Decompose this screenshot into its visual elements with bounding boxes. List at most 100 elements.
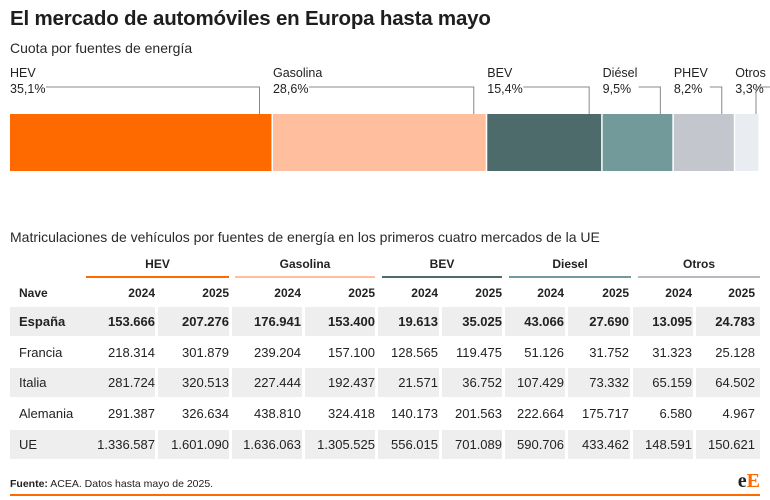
- column-separator: [155, 307, 158, 336]
- header-cell: 2025: [602, 286, 629, 300]
- table-cell: 36.752: [462, 375, 502, 390]
- table-cell: 281.724: [108, 375, 155, 390]
- source-label: Fuente:: [10, 478, 48, 490]
- column-group-header: BEV: [382, 256, 502, 278]
- leader-line: [308, 86, 475, 114]
- column-group-header: Otros: [638, 256, 760, 278]
- table-cell: 140.173: [391, 406, 438, 421]
- leader-line: [46, 86, 260, 114]
- table-cell: 128.565: [391, 345, 438, 360]
- row-label: Francia: [19, 345, 63, 360]
- column-separator: [229, 368, 232, 397]
- table-cell: 301.879: [182, 345, 229, 360]
- value-label: 28,6%: [273, 82, 308, 96]
- table-cell: 1.336.587: [97, 437, 155, 452]
- table-cell: 19.613: [398, 314, 438, 329]
- category-label: BEV: [487, 66, 513, 80]
- bar-segment: [735, 114, 759, 171]
- leader-line: [709, 86, 723, 114]
- table-cell: 218.314: [108, 345, 155, 360]
- table-cell: 73.332: [589, 375, 629, 390]
- table-cell: 153.666: [108, 314, 155, 329]
- table-cell: 148.591: [645, 437, 692, 452]
- table-header-row: Nave 2024 2025 2024 2025 2024 2025 2024 2025 2024…: [10, 279, 760, 308]
- value-label: 15,4%: [487, 82, 522, 96]
- chart-subtitle: Cuota por fuentes de energía: [10, 40, 193, 56]
- category-label: PHEV: [674, 66, 709, 80]
- source-note: Fuente: ACEA. Datos hasta mayo de 2025.: [10, 478, 213, 490]
- column-separator: [302, 307, 305, 336]
- header-cell: 2024: [274, 286, 301, 300]
- category-label: Gasolina: [273, 66, 322, 80]
- column-separator: [693, 368, 696, 397]
- column-separator: [155, 368, 158, 397]
- table-cell: 324.418: [328, 406, 375, 421]
- table-cell: 326.634: [182, 406, 229, 421]
- category-label: Otros: [735, 66, 766, 80]
- column-separator: [229, 430, 232, 459]
- table-cell: 25.128: [715, 345, 755, 360]
- table-cell: 64.502: [715, 375, 755, 390]
- column-separator: [375, 307, 378, 336]
- table-cell: 227.444: [254, 375, 301, 390]
- column-separator: [693, 430, 696, 459]
- table-cell: 320.513: [182, 375, 229, 390]
- table-cell: 150.621: [708, 437, 755, 452]
- column-separator: [375, 368, 378, 397]
- share-bar-chart: HEV 35,1% Gasolina 28,6% BEV 15,4% Diésel 9,5% P…: [10, 66, 770, 171]
- column-separator: [565, 307, 568, 336]
- chart-title: El mercado de automóviles en Europa hast…: [10, 7, 491, 30]
- column-separator: [502, 368, 505, 397]
- column-separator: [302, 368, 305, 397]
- header-cell: 2024: [665, 286, 692, 300]
- source-text: ACEA. Datos hasta mayo de 2025.: [47, 478, 214, 490]
- bar-segment: [602, 114, 673, 171]
- table-row: España 153.666 207.276 176.941 153.400 19.613…: [10, 307, 760, 336]
- category-label: Diésel: [603, 66, 638, 80]
- table-cell: 157.100: [328, 345, 375, 360]
- header-cell: 2025: [728, 286, 755, 300]
- table-cell: 590.706: [517, 437, 564, 452]
- bottom-accent-line: [10, 494, 760, 496]
- table-cell: 43.066: [524, 314, 564, 329]
- table-cell: 51.126: [524, 345, 564, 360]
- table-cell: 176.941: [254, 314, 301, 329]
- table-cell: 119.475: [455, 345, 502, 360]
- header-cell: 2025: [475, 286, 502, 300]
- table-cell: 222.664: [517, 406, 564, 421]
- bar-segment: [487, 114, 602, 171]
- table-cell: 438.810: [254, 406, 301, 421]
- bar-segment: [272, 114, 486, 171]
- header-cell: 2024: [411, 286, 438, 300]
- column-separator: [439, 430, 442, 459]
- bar-segment: [673, 114, 734, 171]
- header-cell: 2025: [202, 286, 229, 300]
- table-cell: 1.305.525: [317, 437, 375, 452]
- row-label: Alemania: [19, 406, 74, 421]
- table-cell: 6.580: [659, 406, 692, 421]
- header-cell: Nave: [19, 286, 48, 300]
- table-cell: 24.783: [715, 314, 755, 329]
- table-cell: 31.752: [589, 345, 629, 360]
- table-cell: 239.204: [254, 345, 301, 360]
- table-row: UE 1.336.587 1.601.090 1.636.063 1.305.525 55…: [10, 430, 760, 459]
- table-cell: 31.323: [652, 345, 692, 360]
- column-separator: [502, 430, 505, 459]
- column-separator: [630, 307, 633, 336]
- column-separator: [502, 307, 505, 336]
- leader-line: [755, 86, 770, 114]
- table-cell: 35.025: [462, 314, 502, 329]
- table-cell: 153.400: [328, 314, 375, 329]
- table-cell: 65.159: [652, 375, 692, 390]
- column-separator: [565, 368, 568, 397]
- table-cell: 13.095: [652, 314, 692, 329]
- column-separator: [630, 368, 633, 397]
- table-row: Italia 281.724 320.513 227.444 192.437 21.571…: [10, 368, 760, 397]
- column-separator: [630, 430, 633, 459]
- leader-line: [523, 86, 590, 114]
- row-label: España: [19, 314, 66, 329]
- table-cell: 207.276: [182, 314, 229, 329]
- table-row: Francia 218.314 301.879 239.204 157.100 128.5…: [10, 338, 760, 367]
- value-label: 3,3%: [735, 82, 764, 96]
- column-separator: [693, 307, 696, 336]
